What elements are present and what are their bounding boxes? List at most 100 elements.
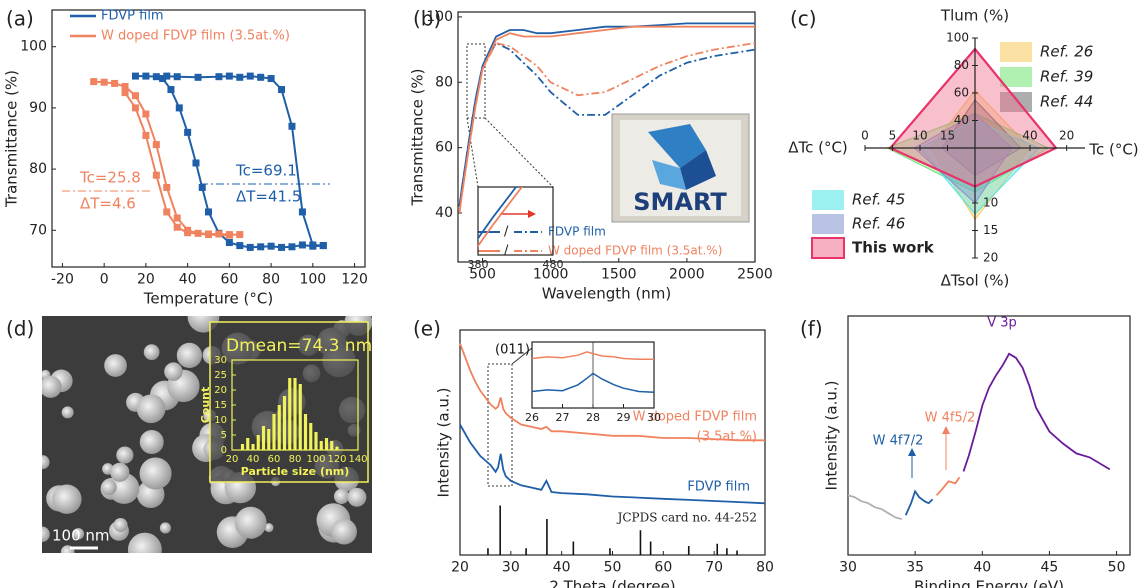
radar-tick-label: 80 (954, 58, 969, 72)
y-axis-title: Intensity (a.u.) (823, 381, 841, 491)
data-point (122, 83, 129, 90)
legend-swatch (812, 238, 844, 258)
nanoparticle (334, 489, 349, 504)
x-tick-label: 28 (586, 411, 600, 424)
data-point (236, 242, 243, 249)
x-tick-label: 80 (262, 272, 280, 288)
data-point (195, 74, 202, 81)
y-axis-title: Transmittance (%) (3, 70, 21, 208)
data-point (184, 229, 191, 236)
histogram-bar (251, 444, 254, 450)
data-point (132, 73, 139, 80)
x-tick-label: 0 (100, 272, 109, 288)
histogram-title: Dmean=74.3 nm (226, 336, 372, 356)
nanoparticle (128, 533, 162, 567)
data-point (153, 172, 160, 179)
nanoparticle (104, 354, 127, 377)
annotation: Tc=69.1 (235, 162, 297, 180)
legend-label: FDVP film (548, 225, 606, 239)
y-tick-label: 80 (29, 161, 47, 177)
panel-label: (f) (800, 317, 823, 341)
data-point (101, 79, 108, 86)
nanoparticle (34, 526, 50, 542)
histogram-bar (262, 426, 265, 450)
data-point (174, 215, 181, 222)
data-point (176, 104, 183, 111)
data-point (268, 75, 275, 82)
radar-axis-title: ΔTsol (%) (941, 272, 1010, 290)
y-axis-title: Transmittance (%) (409, 68, 427, 206)
radar-axis-title: Tlum (%) (940, 7, 1009, 25)
reference-label: JCPDS card no. 44-252 (616, 511, 757, 525)
radar-tick-label: 10 (912, 129, 927, 143)
x-axis-title: 2 Theta (degree) (549, 578, 675, 588)
x-axis-title: Wavelength (nm) (542, 285, 672, 303)
data-point (236, 231, 243, 238)
zoom-link (485, 118, 553, 187)
nanoparticle (177, 343, 202, 368)
data-point (132, 104, 139, 111)
legend-label: Ref. 39 (1040, 68, 1093, 86)
data-point (257, 243, 264, 250)
nanoparticle (140, 430, 164, 454)
photo-text: SMART (633, 188, 727, 216)
series-label: FDVP film (687, 480, 750, 495)
data-point (288, 123, 295, 130)
histogram-bar (278, 405, 281, 450)
legend-swatch (812, 190, 844, 210)
nanoparticle (137, 394, 166, 423)
x-tick-label: 40 (553, 560, 571, 576)
data-point (111, 80, 118, 87)
data-point (257, 74, 264, 81)
histogram-bar (299, 384, 302, 450)
x-tick-label: 1500 (601, 267, 637, 283)
series-line (460, 344, 765, 441)
y-axis-title: Count (199, 387, 212, 424)
y-tick-label: 15 (214, 400, 227, 411)
y-tick-label: 90 (29, 100, 47, 116)
annotation: (011) (495, 343, 530, 358)
radar-tick-label: 20 (983, 251, 998, 265)
nanoparticle (40, 376, 62, 398)
x-tick-label: 100 (306, 454, 325, 465)
x-tick-label: 2500 (737, 267, 773, 283)
y-tick-label: 30 (214, 355, 227, 366)
radar-axis-title: ΔTc (°C) (788, 139, 848, 157)
data-point (205, 231, 212, 238)
x-tick-label: 50 (604, 560, 622, 576)
legend-label: W doped FDVP film (3.5at.%) (548, 244, 722, 258)
data-point (142, 73, 149, 80)
histogram-bar (246, 438, 249, 450)
nanoparticle (347, 488, 366, 507)
nanoparticle (160, 522, 171, 533)
y-tick-label: 20 (214, 385, 227, 396)
data-point (278, 86, 285, 93)
data-point (205, 208, 212, 215)
x-tick-label: 120 (327, 454, 346, 465)
legend-label: This work (852, 239, 935, 257)
x-tick-label: 30 (647, 411, 661, 424)
panel-label: (a) (6, 7, 34, 31)
x-axis-title: Binding Energy (eV) (914, 578, 1064, 588)
legend-separator: / (504, 225, 509, 240)
x-tick-label: 80 (289, 454, 302, 465)
nanoparticle (331, 519, 357, 545)
data-point (247, 244, 254, 251)
nanoparticle (36, 455, 50, 469)
x-tick-label: 2000 (669, 267, 705, 283)
page: (a)-20020406080100120708090100Temperatur… (0, 0, 1146, 588)
series-line (964, 354, 1110, 472)
data-point (90, 78, 97, 85)
x-tick-label: 20 (226, 454, 239, 465)
histogram-bar (309, 423, 312, 450)
x-tick-label: 80 (756, 560, 774, 576)
histogram-bar (241, 444, 244, 450)
nanoparticle (140, 457, 172, 489)
x-tick-label: 27 (556, 411, 570, 424)
y-tick-label: 100 (20, 39, 47, 55)
legend-swatch (812, 214, 844, 234)
data-point (184, 129, 191, 136)
data-point (142, 111, 149, 118)
x-tick-label: 60 (220, 272, 238, 288)
x-tick-label: 60 (268, 454, 281, 465)
